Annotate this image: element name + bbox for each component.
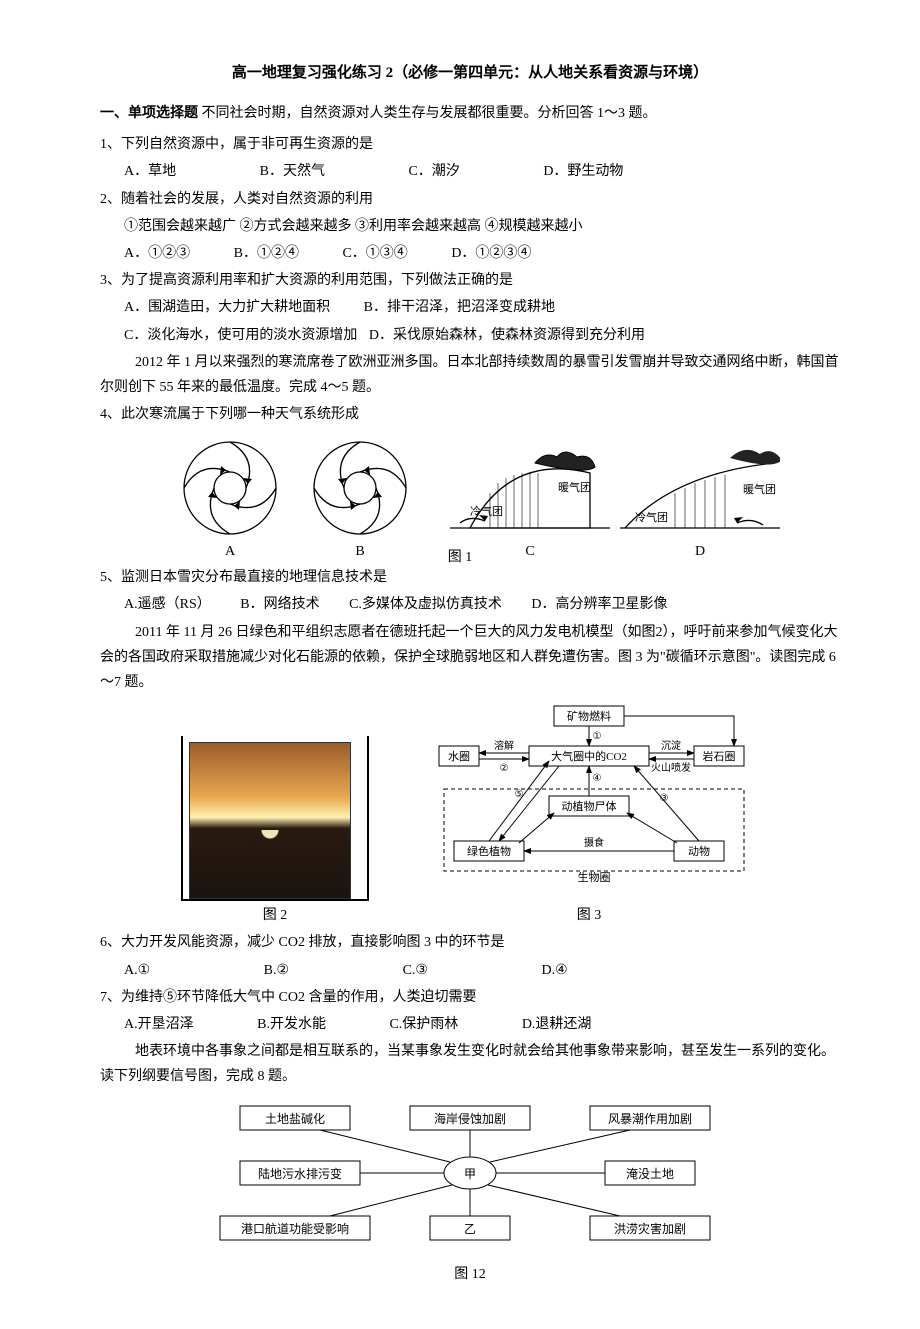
lbl-n4: ④: [593, 773, 602, 784]
b4: 陆地污水排污变: [258, 1166, 342, 1181]
box-co2: 大气圈中的CO2: [551, 749, 627, 763]
fig3-caption: 图 3: [419, 903, 759, 928]
b8: 乙: [464, 1222, 476, 1236]
q7-opt-a: A.开垦沼泽: [124, 1012, 194, 1037]
context-8: 地表环境中各事象之间都是相互联系的，当某事象发生变化时就会给其他事象带来影响，甚…: [100, 1039, 840, 1089]
lbl-n1: ①: [593, 731, 602, 742]
fig2-caption: 图 2: [181, 903, 369, 928]
q7-options: A.开垦沼泽 B.开发水能 C.保护雨林 D.退耕还湖: [124, 1012, 840, 1037]
box-animals: 动物: [688, 844, 710, 858]
q5-opt-d: D．高分辨率卫星影像: [531, 592, 667, 617]
wind-turbine-photo: [189, 742, 351, 899]
q2-options: A．①②③ B．①②④ C．①③④ D．①②③④: [124, 241, 840, 266]
section-label: 一、单项选择题: [100, 106, 198, 121]
q3-opt-b: B．排干沼泽，把沼泽变成耕地: [364, 295, 555, 320]
q2-opt-a: A．①②③: [124, 241, 190, 266]
b2: 海岸侵蚀加剧: [434, 1111, 506, 1126]
q2-opt-b: B．①②④: [234, 241, 299, 266]
wind-turbine-photo-frame: [181, 736, 369, 901]
fig12-caption: 图 12: [100, 1262, 840, 1287]
q6-stem: 6、大力开发风能资源，减少 CO2 排放，直接影响图 3 中的环节是: [100, 930, 840, 955]
figure-1: A B 冷气团 暖气团 C: [100, 433, 840, 563]
fig1-label-b: B: [355, 544, 364, 559]
fig1-label-c: C: [525, 544, 534, 559]
lbl-deposit: 沉淀: [661, 739, 681, 752]
lbl-dissolve: 溶解: [494, 739, 514, 752]
q6-options: A.① B.② C.③ D.④: [124, 958, 840, 983]
box-bio: 生物圈: [578, 870, 611, 884]
q5-options: A.遥感（RS） B．网络技术 C.多媒体及虚拟仿真技术 D．高分辨率卫星影像: [124, 592, 840, 617]
q2-opt-d: D．①②③④: [451, 241, 531, 266]
q5-stem: 5、监测日本雪灾分布最直接的地理信息技术是: [100, 565, 840, 590]
q6-opt-b: B.②: [264, 958, 289, 983]
q6-opt-a: A.①: [124, 958, 150, 983]
q5-opt-b: B．网络技术: [240, 592, 319, 617]
q6-opt-c: C.③: [403, 958, 428, 983]
lbl-n2: ②: [500, 763, 509, 774]
q1-opt-d: D．野生动物: [543, 159, 623, 184]
q5-opt-a: A.遥感（RS）: [124, 592, 211, 617]
fig1-c-warm: 暖气团: [558, 480, 591, 494]
b7: 港口航道功能受影响: [241, 1221, 349, 1236]
q3-opt-c: C．淡化海水，使可用的淡水资源增加: [124, 323, 357, 348]
q7-stem: 7、为维持⑤环节降低大气中 CO2 含量的作用，人类迫切需要: [100, 985, 840, 1010]
q6-opt-d: D.④: [541, 958, 567, 983]
box-rock: 岩石圈: [703, 749, 736, 763]
q2-opt-c: C．①③④: [342, 241, 407, 266]
q1-stem: 1、下列自然资源中，属于非可再生资源的是: [100, 132, 840, 157]
q3-options-row2: C．淡化海水，使可用的淡水资源增加 D．采伐原始森林，使森林资源得到充分利用: [124, 323, 840, 348]
box-plants: 绿色植物: [467, 844, 511, 858]
lbl-eat: 摄食: [584, 836, 604, 849]
lbl-volcano: 火山喷发: [651, 761, 691, 774]
b9: 洪涝灾害加剧: [614, 1221, 686, 1236]
context-4-5: 2012 年 1 月以来强烈的寒流席卷了欧洲亚洲多国。日本北部持续数周的暴雪引发…: [100, 350, 840, 400]
lbl-n5: ⑤: [515, 789, 524, 800]
q2-stem: 2、随着社会的发展，人类对自然资源的利用: [100, 187, 840, 212]
q1-opt-b: B．天然气: [260, 159, 325, 184]
b3: 风暴潮作用加剧: [608, 1111, 692, 1126]
fig1-label-a: A: [225, 544, 236, 559]
section-intro: 不同社会时期，自然资源对人类生存与发展都很重要。分析回答 1～3 题。: [202, 106, 657, 121]
figure-3: 矿物燃料 水圈 大气圈中的CO2 岩石圈 动植物尸体 绿色植物 动物 生物圈: [419, 701, 759, 928]
signal-diagram-svg: 土地盐碱化 海岸侵蚀加剧 风暴潮作用加剧 陆地污水排污变 甲 淹没土地 港口航道…: [210, 1096, 730, 1256]
page-title: 高一地理复习强化练习 2（必修一第四单元：从人地关系看资源与环境）: [100, 60, 840, 87]
box-fuel: 矿物燃料: [567, 709, 611, 723]
q1-options: A．草地 B．天然气 C．潮汐 D．野生动物: [124, 159, 840, 184]
box-water: 水圈: [448, 750, 470, 763]
b5: 甲: [464, 1167, 476, 1181]
q7-opt-c: C.保护雨林: [389, 1012, 458, 1037]
fig1-label-d: D: [695, 544, 705, 559]
q3-opt-d: D．采伐原始森林，使森林资源得到充分利用: [369, 323, 645, 348]
context-6-7: 2011 年 11 月 26 日绿色和平组织志愿者在德班托起一个巨大的风力发电机…: [100, 620, 840, 696]
fig1-d-warm: 暖气团: [743, 482, 776, 496]
fig1-d-cold: 冷气团: [635, 510, 668, 524]
q1-opt-c: C．潮汐: [408, 159, 459, 184]
q3-options-row1: A．围湖造田，大力扩大耕地面积 B．排干沼泽，把沼泽变成耕地: [124, 295, 840, 320]
box-bodies: 动植物尸体: [562, 799, 617, 813]
fig1-caption: 图 1: [448, 550, 473, 563]
lbl-n3: ③: [660, 793, 669, 804]
b6: 淹没土地: [626, 1166, 674, 1181]
section-1-heading: 一、单项选择题 不同社会时期，自然资源对人类生存与发展都很重要。分析回答 1～3…: [100, 101, 840, 126]
q7-opt-b: B.开发水能: [257, 1012, 326, 1037]
q3-stem: 3、为了提高资源利用率和扩大资源的利用范围，下列做法正确的是: [100, 268, 840, 293]
q7-opt-d: D.退耕还湖: [522, 1012, 592, 1037]
q4-stem: 4、此次寒流属于下列哪一种天气系统形成: [100, 402, 840, 427]
carbon-cycle-svg: 矿物燃料 水圈 大气圈中的CO2 岩石圈 动植物尸体 绿色植物 动物 生物圈: [419, 701, 759, 901]
q1-opt-a: A．草地: [124, 159, 176, 184]
figure-12: 土地盐碱化 海岸侵蚀加剧 风暴潮作用加剧 陆地污水排污变 甲 淹没土地 港口航道…: [100, 1096, 840, 1287]
figure-2: 图 2: [181, 736, 369, 928]
q3-opt-a: A．围湖造田，大力扩大耕地面积: [124, 295, 330, 320]
weather-systems-svg: A B 冷气团 暖气团 C: [160, 433, 780, 563]
b1: 土地盐碱化: [265, 1112, 325, 1126]
fig1-c-cold: 冷气团: [470, 504, 503, 518]
q2-subline: ①范围会越来越广 ②方式会越来越多 ③利用率会越来越高 ④规模越来越小: [124, 214, 840, 239]
q5-opt-c: C.多媒体及虚拟仿真技术: [349, 592, 502, 617]
